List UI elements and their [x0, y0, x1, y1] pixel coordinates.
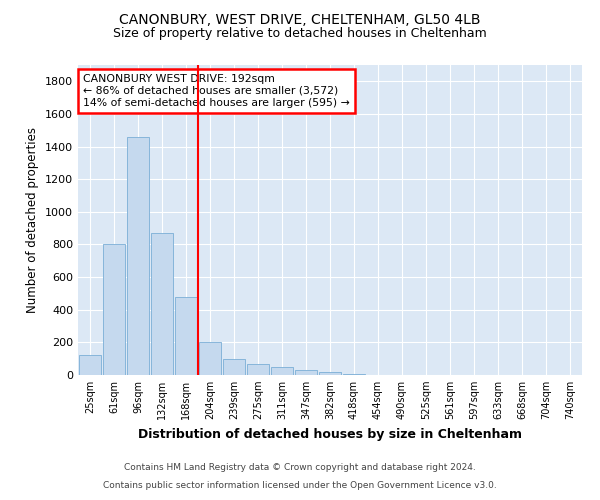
X-axis label: Distribution of detached houses by size in Cheltenham: Distribution of detached houses by size … — [138, 428, 522, 440]
Y-axis label: Number of detached properties: Number of detached properties — [26, 127, 40, 313]
Bar — [175, 296, 197, 375]
Bar — [343, 374, 365, 375]
Bar — [247, 364, 269, 375]
Bar — [127, 137, 149, 375]
Text: Size of property relative to detached houses in Cheltenham: Size of property relative to detached ho… — [113, 28, 487, 40]
Bar — [79, 356, 101, 375]
Bar — [151, 233, 173, 375]
Bar — [199, 342, 221, 375]
Bar — [319, 372, 341, 375]
Bar — [295, 370, 317, 375]
Text: CANONBURY, WEST DRIVE, CHELTENHAM, GL50 4LB: CANONBURY, WEST DRIVE, CHELTENHAM, GL50 … — [119, 12, 481, 26]
Bar — [103, 244, 125, 375]
Text: CANONBURY WEST DRIVE: 192sqm
← 86% of detached houses are smaller (3,572)
14% of: CANONBURY WEST DRIVE: 192sqm ← 86% of de… — [83, 74, 350, 108]
Text: Contains HM Land Registry data © Crown copyright and database right 2024.: Contains HM Land Registry data © Crown c… — [124, 464, 476, 472]
Text: Contains public sector information licensed under the Open Government Licence v3: Contains public sector information licen… — [103, 481, 497, 490]
Bar — [271, 367, 293, 375]
Bar — [223, 358, 245, 375]
